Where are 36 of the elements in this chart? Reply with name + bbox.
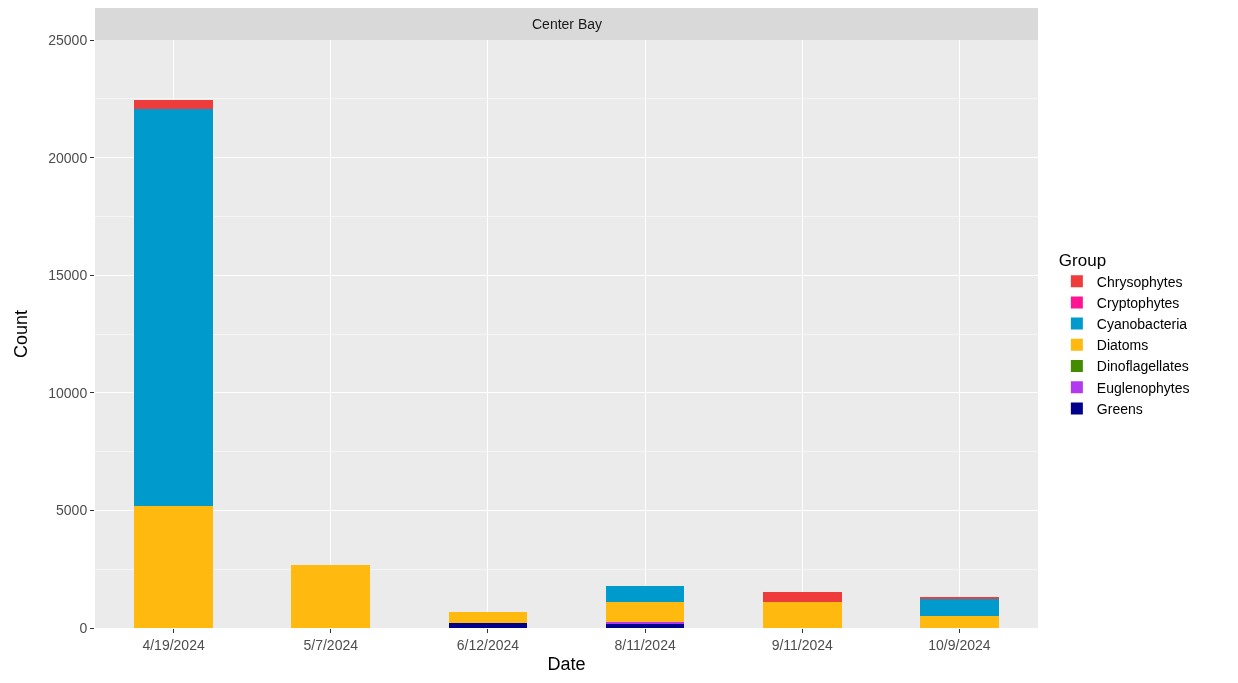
bar xyxy=(605,586,685,603)
legend-label: Dinoflagellates xyxy=(1096,358,1189,375)
bar xyxy=(134,99,213,110)
legend-label: Chrysophytes xyxy=(1096,273,1183,290)
x-tick-label: 10/9/2024 xyxy=(928,636,991,653)
x-tick-label: 6/12/2024 xyxy=(456,636,520,653)
legend-label: Cryptophytes xyxy=(1096,294,1180,311)
legend-label: Greens xyxy=(1096,400,1143,417)
bar xyxy=(762,602,842,628)
y-tick-label: 0 xyxy=(79,619,88,636)
y-tick-label: 20000 xyxy=(48,149,88,166)
legend-label: Diatoms xyxy=(1096,337,1149,354)
x-tick-label: 4/19/2024 xyxy=(142,636,205,653)
bar xyxy=(920,596,999,599)
bar xyxy=(134,505,213,628)
chart-title: Center Bay xyxy=(532,16,603,32)
y-tick-label: 10000 xyxy=(48,384,88,401)
x-tick-label: 5/7/2024 xyxy=(303,636,359,653)
bar xyxy=(291,564,371,628)
x-axis-title: Date xyxy=(547,653,586,674)
bar xyxy=(762,592,842,603)
bar xyxy=(134,109,213,506)
legend-title: Group xyxy=(1058,250,1107,270)
legend-label: Cyanobacteria xyxy=(1096,316,1188,333)
x-tick-label: 9/11/2024 xyxy=(771,636,834,653)
y-tick-label: 15000 xyxy=(48,267,88,284)
bar xyxy=(605,602,685,623)
bar xyxy=(920,616,999,628)
y-tick-label: 5000 xyxy=(56,502,88,519)
x-tick-label: 8/11/2024 xyxy=(614,636,676,653)
bar xyxy=(448,623,528,628)
bar xyxy=(920,598,999,617)
legend-label: Euglenophytes xyxy=(1096,379,1190,396)
y-tick-label: 25000 xyxy=(48,31,88,48)
bar xyxy=(448,612,528,624)
y-axis-title: Count xyxy=(11,309,32,359)
